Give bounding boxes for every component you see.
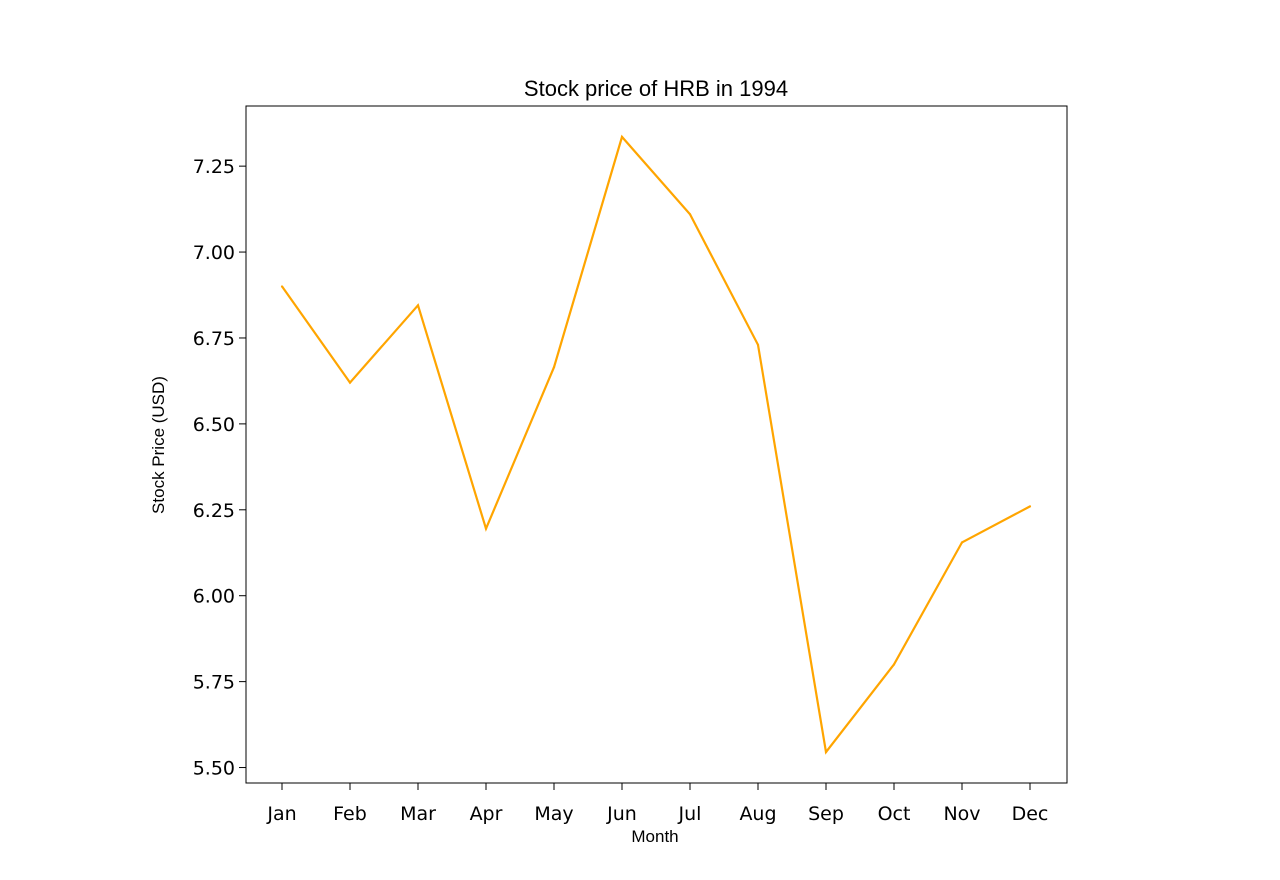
data-point-feb xyxy=(348,381,352,384)
x-axis-label: Month xyxy=(631,827,678,846)
x-tick-label: Jan xyxy=(266,803,296,825)
y-tick-label: 7.25 xyxy=(193,156,235,178)
x-tick-label: Mar xyxy=(400,803,436,825)
data-point-oct xyxy=(892,663,896,666)
data-point-dec xyxy=(1028,505,1032,508)
plot-frame xyxy=(245,105,1068,784)
data-point-may xyxy=(552,366,556,369)
data-point-sep xyxy=(824,750,828,754)
data-point-apr xyxy=(484,527,488,530)
y-axis-label: Stock Price (USD) xyxy=(149,376,168,514)
x-tick-label: May xyxy=(534,803,573,825)
x-tick-label: Dec xyxy=(1012,803,1049,825)
chart-title: Stock price of HRB in 1994 xyxy=(524,76,788,101)
x-tick-label: Jun xyxy=(606,803,637,825)
y-axis-ticks: 5.50 5.75 6.00 6.25 6.50 6.75 7.00 7.25 xyxy=(193,156,246,780)
y-tick-label: 6.50 xyxy=(193,414,235,436)
data-point-jan xyxy=(280,285,284,288)
data-point-jun xyxy=(620,135,624,139)
x-tick-label: Aug xyxy=(739,803,776,825)
y-tick-label: 6.25 xyxy=(193,500,235,522)
y-tick-label: 7.00 xyxy=(193,242,235,264)
x-tick-label: Jul xyxy=(678,803,702,825)
data-point-jul xyxy=(688,213,692,216)
data-point-mar xyxy=(416,304,420,307)
y-tick-label: 6.75 xyxy=(193,328,235,350)
y-tick-label: 5.75 xyxy=(193,672,235,694)
x-tick-label: Oct xyxy=(878,803,911,825)
y-tick-label: 5.50 xyxy=(193,758,235,780)
x-tick-label: Nov xyxy=(943,803,980,825)
series-line xyxy=(281,134,1031,755)
data-point-aug xyxy=(756,343,760,346)
x-tick-label: Sep xyxy=(808,803,844,825)
series-layer xyxy=(280,134,1032,755)
x-axis-ticks: Jan Feb Mar Apr May Jun Jul Aug Sep Oct Nov Dec xyxy=(266,783,1048,825)
x-tick-label: Feb xyxy=(333,803,367,825)
x-tick-label: Apr xyxy=(470,803,503,825)
data-point-nov xyxy=(960,541,964,544)
y-tick-label: 6.00 xyxy=(193,586,235,608)
